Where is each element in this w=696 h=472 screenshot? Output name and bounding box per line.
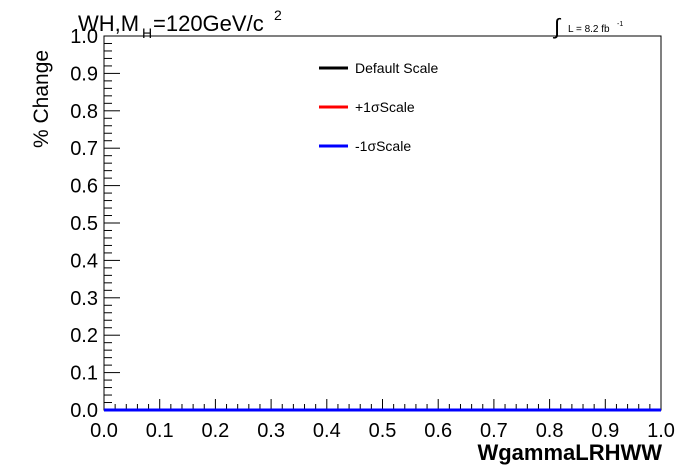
title-superscript: 2 xyxy=(274,7,282,23)
svg-text:WH,M: WH,M xyxy=(78,11,139,36)
y-tick-label: 0.4 xyxy=(70,250,98,272)
luminosity-text: L = 8.2 fb xyxy=(568,24,610,35)
integral-symbol: ∫ xyxy=(552,14,562,39)
x-tick-label: 0.9 xyxy=(591,420,619,442)
legend: Default Scale +1σScale -1σScale xyxy=(319,60,438,154)
title-rest: =120GeV/c xyxy=(153,11,264,36)
title-subscript: H xyxy=(142,25,152,41)
plot-frame xyxy=(103,35,662,411)
legend-label-1: +1σScale xyxy=(355,99,415,115)
svg-text:2: 2 xyxy=(274,7,282,23)
legend-label-0: Default Scale xyxy=(355,60,438,76)
luminosity-exponent: -1 xyxy=(617,21,623,28)
x-tick-label: 0.0 xyxy=(90,420,118,442)
svg-text:H: H xyxy=(142,25,152,41)
y-tick-label: 0.7 xyxy=(70,138,98,160)
x-tick-label: 0.6 xyxy=(424,420,452,442)
y-tick-label: 0.3 xyxy=(70,288,98,310)
title-main: WH,M xyxy=(78,11,139,36)
y-tick-label: 0.6 xyxy=(70,176,98,198)
x-tick-label: 0.8 xyxy=(536,420,564,442)
x-tick-label: 0.5 xyxy=(369,420,397,442)
y-tick-label: 1.0 xyxy=(70,26,98,48)
y-tick-label: 0.8 xyxy=(70,101,98,123)
x-axis: 0.0 0.1 0.2 0.3 0.4 0.5 0.6 0.7 0.8 0.9 1.0 xyxy=(90,399,675,442)
y-tick-label: 0.9 xyxy=(70,63,98,85)
x-tick-label: 0.4 xyxy=(313,420,341,442)
x-tick-label: 0.1 xyxy=(146,420,174,442)
chart-title: WH,M H =120GeV/c 2 xyxy=(78,7,282,41)
y-tick-label: 0.1 xyxy=(70,363,98,385)
x-tick-label: 0.7 xyxy=(480,420,508,442)
svg-text:=120GeV/c: =120GeV/c xyxy=(153,11,264,36)
y-axis-title: % Change xyxy=(30,50,53,148)
x-tick-label: 0.3 xyxy=(257,420,285,442)
luminosity-label: ∫ L = 8.2 fb -1 xyxy=(552,14,623,39)
legend-label-2: -1σScale xyxy=(355,138,411,154)
x-tick-label: 1.0 xyxy=(647,420,675,442)
x-tick-label: 0.2 xyxy=(201,420,229,442)
y-tick-label: 0.5 xyxy=(70,213,98,235)
y-tick-label: 0.2 xyxy=(70,325,98,347)
y-tick-label: 0.0 xyxy=(70,400,98,422)
y-axis: 0.0 0.1 0.2 0.3 0.4 0.5 0.6 0.7 0.8 0.9 1.0 xyxy=(70,26,120,422)
x-axis-title: WgammaLRHWW xyxy=(477,440,662,465)
